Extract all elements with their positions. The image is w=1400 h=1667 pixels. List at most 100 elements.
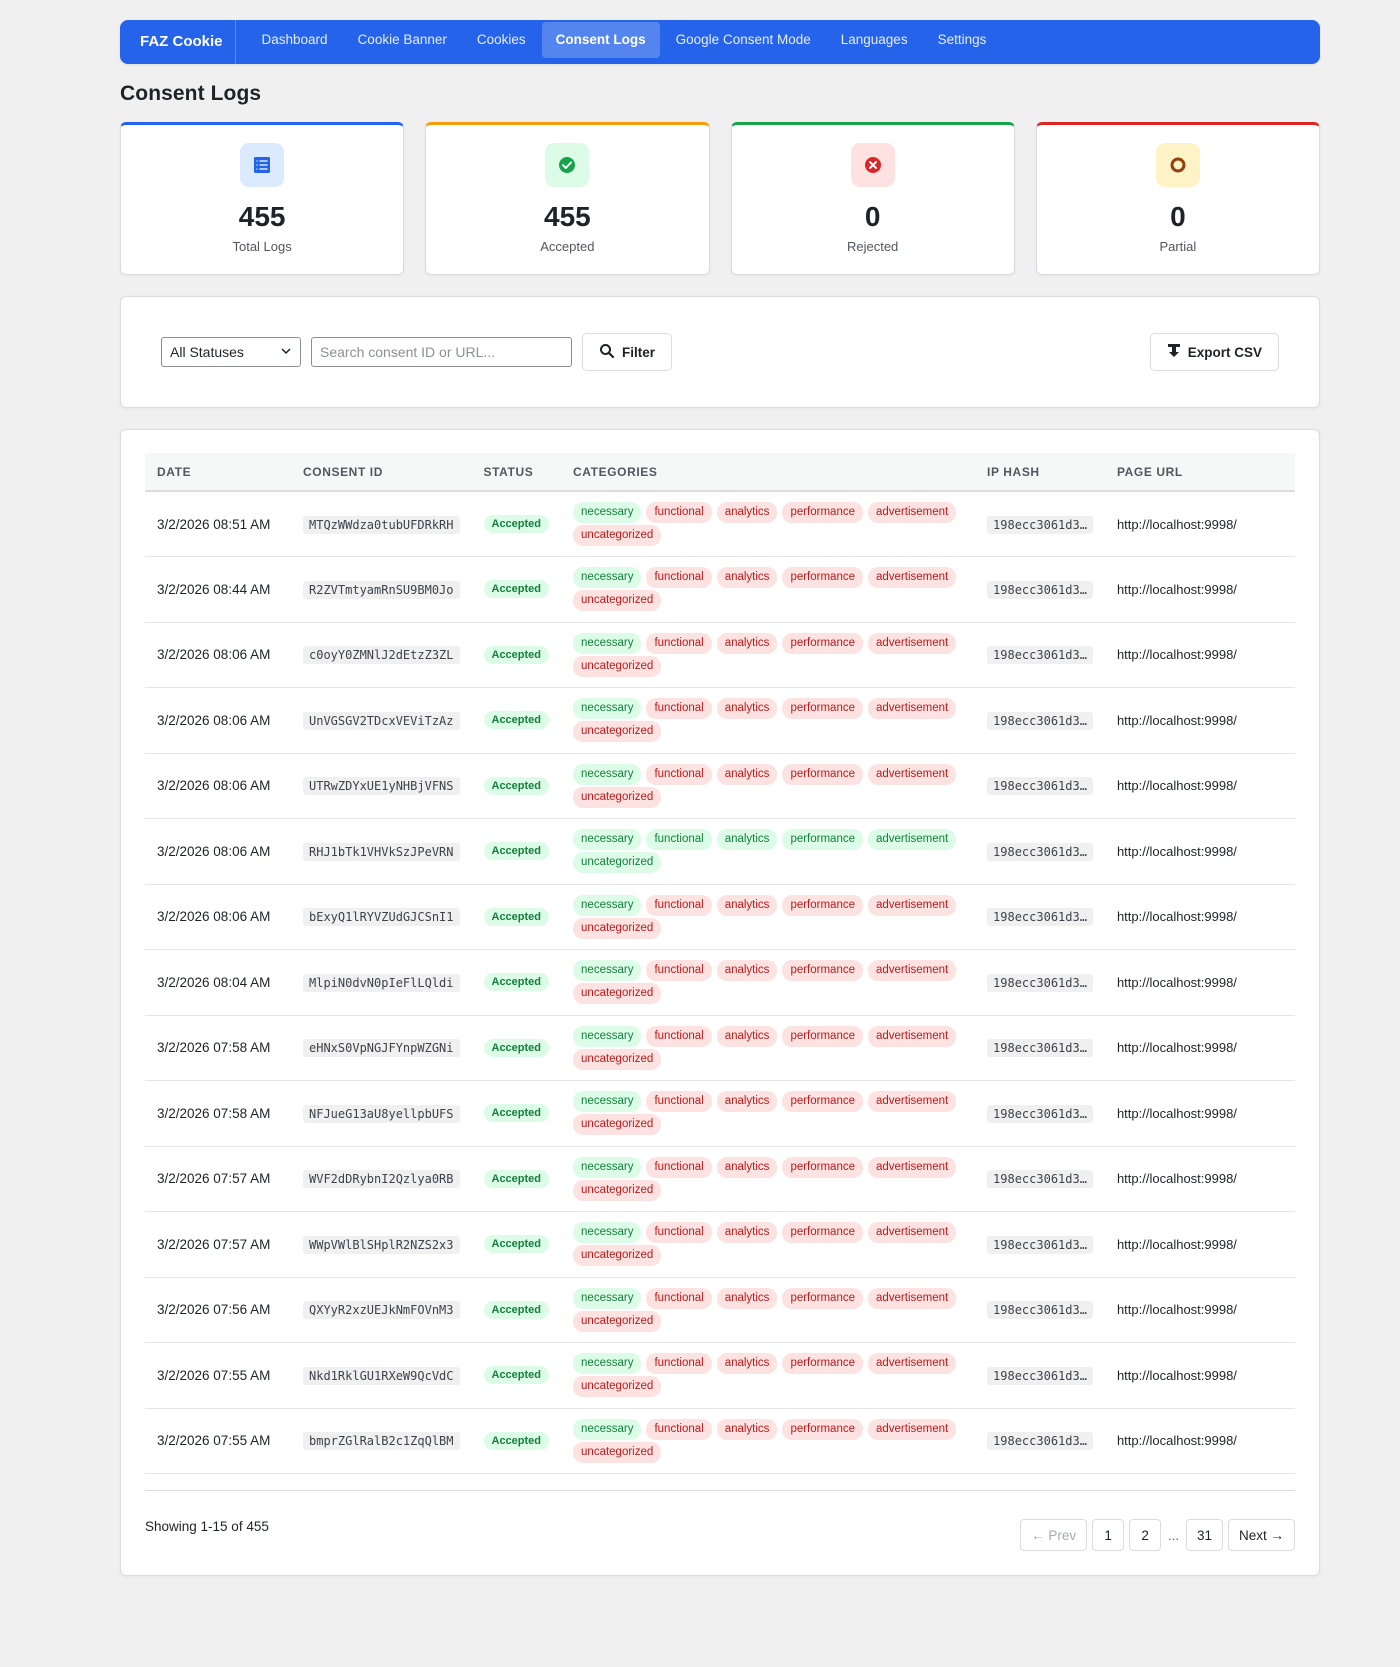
- consent-id: R2ZVTmtyamRnSU9BM0Jo: [303, 580, 460, 599]
- table-header-row: DATE CONSENT ID STATUS CATEGORIES IP HASH PAG…: [145, 453, 1295, 492]
- table-footer: Showing 1-15 of 455 ← Prev 1 2 ... 31 Ne…: [145, 1490, 1295, 1551]
- category-tag-performance: performance: [782, 1353, 863, 1375]
- search-input[interactable]: [311, 337, 572, 367]
- ip-hash: 198ecc3061d3…: [987, 1235, 1093, 1254]
- consent-id-cell: bExyQ1lRYVZUdGJCSnI1: [291, 884, 472, 950]
- category-tag-advertisement: advertisement: [868, 894, 957, 916]
- pagination: ← Prev 1 2 ... 31 Next →: [1020, 1519, 1295, 1551]
- log-date: 3/2/2026 08:06 AM: [145, 622, 291, 688]
- category-tag-performance: performance: [782, 960, 863, 982]
- category-tag-functional: functional: [646, 829, 712, 851]
- stat-label: Accepted: [540, 239, 595, 254]
- ip-hash-cell: 198ecc3061d3…: [975, 1342, 1105, 1409]
- nav-item-cookies[interactable]: Cookies: [476, 32, 526, 47]
- page-title: Consent Logs: [120, 82, 262, 105]
- category-tags: necessary functional analytics performance a…: [573, 1156, 963, 1201]
- page-url: http://localhost:9998/: [1104, 949, 1295, 1016]
- consent-id: WWpVWlBlSHplR2NZS2x3: [303, 1235, 460, 1254]
- page-button-1[interactable]: 1: [1092, 1519, 1125, 1551]
- category-tags: necessary functional analytics performance a…: [573, 1091, 963, 1136]
- status-badge: Accepted: [483, 1235, 550, 1254]
- category-tags: necessary functional analytics performance a…: [573, 894, 963, 939]
- page-button-2[interactable]: 2: [1129, 1519, 1162, 1551]
- category-tags: necessary functional analytics performance a…: [573, 567, 963, 612]
- ip-hash-cell: 198ecc3061d3…: [975, 687, 1105, 754]
- categories-cell: necessary functional analytics performance a…: [561, 556, 976, 623]
- page-url: http://localhost:9998/: [1104, 1211, 1295, 1278]
- status-select-value: All Statuses: [170, 344, 244, 360]
- status-cell: Accepted: [471, 1015, 562, 1081]
- category-tag-functional: functional: [646, 1222, 712, 1244]
- category-tag-necessary: necessary: [573, 567, 642, 589]
- page-url: http://localhost:9998/: [1104, 1015, 1295, 1081]
- nav-item-consent-logs[interactable]: Consent Logs: [541, 22, 660, 58]
- log-date: 3/2/2026 07:55 AM: [145, 1408, 291, 1474]
- status-cell: Accepted: [471, 1146, 562, 1212]
- category-tag-necessary: necessary: [573, 1287, 642, 1309]
- status-select[interactable]: All Statuses: [161, 337, 301, 367]
- categories-cell: necessary functional analytics performance a…: [561, 753, 976, 819]
- table-row: 3/2/2026 07:58 AM eHNxS0VpNGJFYnpWZGNi Acc…: [145, 1015, 1295, 1081]
- consent-id-cell: UTRwZDYxUE1yNHBjVFNS: [291, 753, 472, 819]
- consent-logs-table: DATE CONSENT ID STATUS CATEGORIES IP HASH PAG…: [145, 453, 1295, 1474]
- stat-label: Total Logs: [232, 239, 292, 254]
- category-tag-advertisement: advertisement: [868, 1418, 957, 1440]
- category-tag-analytics: analytics: [716, 1025, 778, 1047]
- stat-value: 455: [544, 201, 591, 232]
- category-tags: necessary functional analytics performance a…: [573, 829, 963, 874]
- category-tag-advertisement: advertisement: [868, 1156, 957, 1178]
- nav-item-languages[interactable]: Languages: [840, 32, 908, 47]
- nav-item-cookie-banner[interactable]: Cookie Banner: [357, 32, 447, 47]
- export-csv-button[interactable]: Export CSV: [1149, 333, 1279, 371]
- category-tag-performance: performance: [782, 1156, 863, 1178]
- page-url: http://localhost:9998/: [1104, 1146, 1295, 1212]
- stat-card-partial: 0 Partial: [1035, 122, 1320, 275]
- stat-card-accepted: 455 Accepted: [425, 122, 710, 275]
- consent-id-cell: Nkd1RklGU1RXeW9QcVdC: [291, 1342, 472, 1409]
- log-date: 3/2/2026 07:55 AM: [145, 1342, 291, 1409]
- category-tags: necessary functional analytics performance a…: [573, 1287, 963, 1332]
- table-header: DATE CONSENT ID STATUS CATEGORIES IP HASH PAG…: [145, 453, 1295, 492]
- prev-page-button[interactable]: ← Prev: [1020, 1519, 1088, 1551]
- status-cell: Accepted: [471, 949, 562, 1016]
- categories-cell: necessary functional analytics performance a…: [561, 687, 976, 754]
- ip-hash-cell: 198ecc3061d3…: [975, 818, 1105, 885]
- ip-hash-cell: 198ecc3061d3…: [975, 1015, 1105, 1081]
- nav-item-dashboard[interactable]: Dashboard: [261, 32, 328, 47]
- table-row: 3/2/2026 08:06 AM RHJ1bTk1VHVkSzJPeVRN Acc…: [145, 818, 1295, 885]
- categories-cell: necessary functional analytics performance a…: [561, 1015, 976, 1081]
- categories-cell: necessary functional analytics performance a…: [561, 818, 976, 885]
- stat-label: Rejected: [846, 239, 899, 254]
- nav-item-settings[interactable]: Settings: [937, 32, 987, 47]
- nav-items: Dashboard Cookie Banner Cookies Consent Log…: [248, 22, 1003, 58]
- category-tag-functional: functional: [646, 502, 712, 523]
- status-badge: Accepted: [483, 842, 550, 861]
- page-url: http://localhost:9998/: [1104, 753, 1295, 819]
- consent-id: Nkd1RklGU1RXeW9QcVdC: [303, 1366, 460, 1385]
- consent-id-cell: RHJ1bTk1VHVkSzJPeVRN: [291, 818, 472, 885]
- status-cell: Accepted: [471, 1080, 562, 1147]
- table-row: 3/2/2026 08:06 AM UTRwZDYxUE1yNHBjVFNS Acc…: [145, 753, 1295, 819]
- category-tag-performance: performance: [782, 1091, 863, 1113]
- next-page-button[interactable]: Next →: [1227, 1519, 1295, 1551]
- category-tag-analytics: analytics: [716, 894, 778, 916]
- filter-button[interactable]: Filter: [582, 333, 673, 371]
- categories-cell: necessary functional analytics performance a…: [561, 491, 976, 557]
- category-tag-performance: performance: [782, 763, 863, 785]
- log-date: 3/2/2026 07:58 AM: [145, 1015, 291, 1081]
- brand-logo[interactable]: FAZ Cookie: [120, 20, 236, 64]
- log-date: 3/2/2026 07:58 AM: [145, 1080, 291, 1147]
- category-tag-uncategorized: uncategorized: [573, 786, 662, 808]
- category-tag-advertisement: advertisement: [868, 1025, 957, 1047]
- category-tags: necessary functional analytics performance a…: [573, 1418, 963, 1463]
- page-button-31[interactable]: 31: [1185, 1519, 1223, 1551]
- category-tag-uncategorized: uncategorized: [573, 983, 662, 1005]
- ip-hash-cell: 198ecc3061d3…: [975, 622, 1105, 688]
- ip-hash: 198ecc3061d3…: [987, 1170, 1093, 1189]
- ip-hash-cell: 198ecc3061d3…: [975, 949, 1105, 1016]
- page-url: http://localhost:9998/: [1104, 622, 1295, 688]
- category-tags: necessary functional analytics performance a…: [573, 698, 963, 743]
- nav-item-google-consent-mode[interactable]: Google Consent Mode: [675, 32, 811, 47]
- consent-id: eHNxS0VpNGJFYnpWZGNi: [303, 1039, 460, 1058]
- column-header-status: STATUS: [471, 453, 562, 492]
